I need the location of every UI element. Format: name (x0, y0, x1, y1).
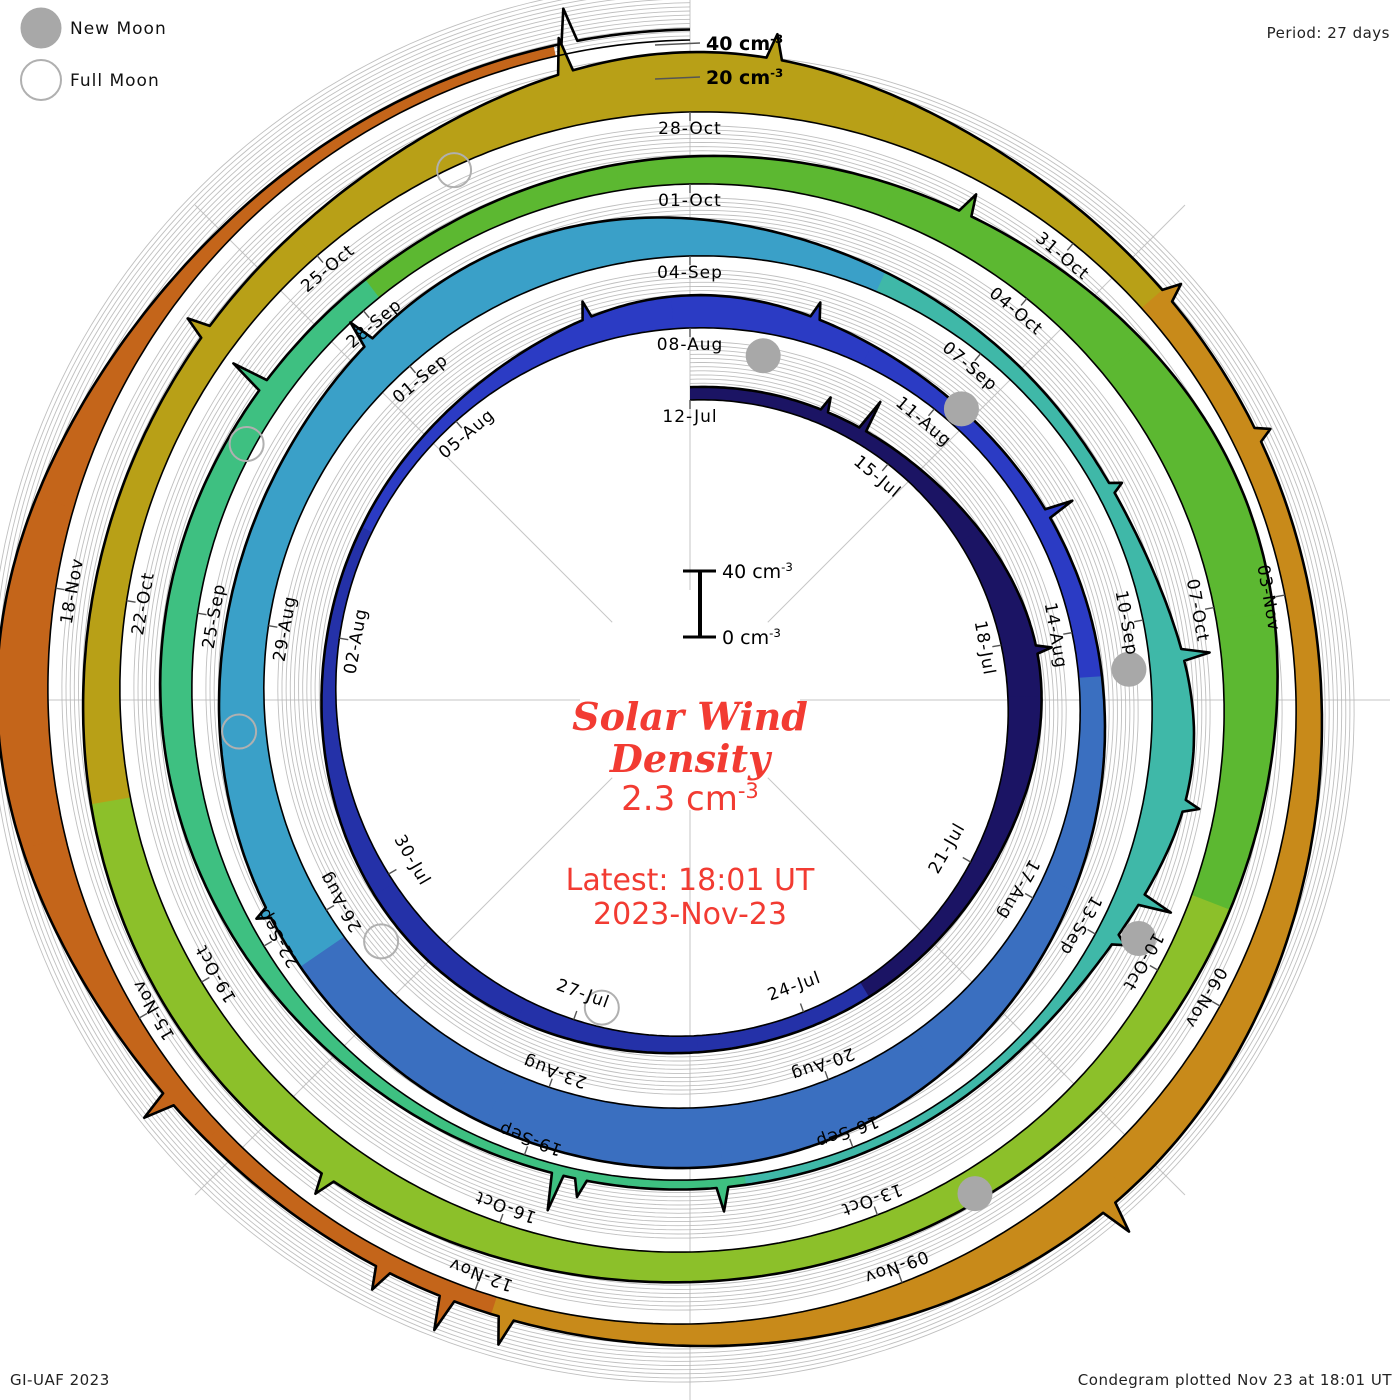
page-title-line2: Density (609, 736, 773, 781)
date-label-28-oct: 28-Oct (658, 119, 722, 139)
full-moon-marker (436, 152, 473, 189)
new-moon-marker (1111, 651, 1147, 687)
new-moon-marker (1121, 920, 1157, 956)
date-label-08-aug: 08-Aug (657, 335, 724, 355)
new-moon-marker (745, 338, 781, 374)
date-label-04-sep: 04-Sep (657, 263, 723, 283)
center-scale-bar: 40 cm-3 0 cm-3 (683, 560, 793, 649)
period-label: Period: 27 days (1267, 24, 1390, 42)
full-moon-marker (583, 989, 620, 1026)
legend-label-new-moon: New Moon (70, 19, 167, 39)
scale-label-20: 20 cm-3 (706, 66, 783, 89)
credit-label: GI-UAF 2023 (10, 1371, 110, 1389)
legend-full-moon: Full Moon (20, 59, 160, 101)
latest-date: 2023-Nov-23 (593, 897, 787, 932)
legend-new-moon: New Moon (20, 7, 167, 49)
latest-time: Latest: 18:01 UT (566, 863, 815, 898)
outer-scale-ticks: 40 cm-3 20 cm-3 (654, 32, 783, 89)
full-moon-icon (20, 59, 62, 101)
date-label-12-jul: 12-Jul (662, 407, 717, 427)
date-label-01-oct: 01-Oct (658, 191, 722, 211)
tick-20 (654, 76, 701, 80)
page-title-line1: Solar Wind (572, 694, 808, 739)
moon-phase-markers (221, 152, 1157, 1212)
new-moon-marker (943, 391, 979, 427)
scalebar-label-top: 40 cm-3 (722, 560, 793, 583)
scalebar-label-bottom: 0 cm-3 (722, 626, 781, 649)
spiral-data-tracks (0, 7, 1324, 1348)
full-moon-marker (228, 426, 265, 462)
new-moon-icon (20, 7, 62, 49)
plotted-label: Condegram plotted Nov 23 at 18:01 UT (1078, 1371, 1393, 1389)
center-title-block: Solar Wind Density 2.3 cm-3 Latest: 18:0… (566, 694, 815, 932)
full-moon-marker (363, 923, 400, 960)
legend-label-full-moon: Full Moon (70, 71, 160, 91)
tick-40 (654, 42, 701, 46)
current-density-value: 2.3 cm-3 (621, 778, 759, 820)
new-moon-marker (957, 1176, 993, 1212)
scale-label-40: 40 cm-3 (706, 32, 783, 55)
full-moon-marker (221, 713, 258, 750)
